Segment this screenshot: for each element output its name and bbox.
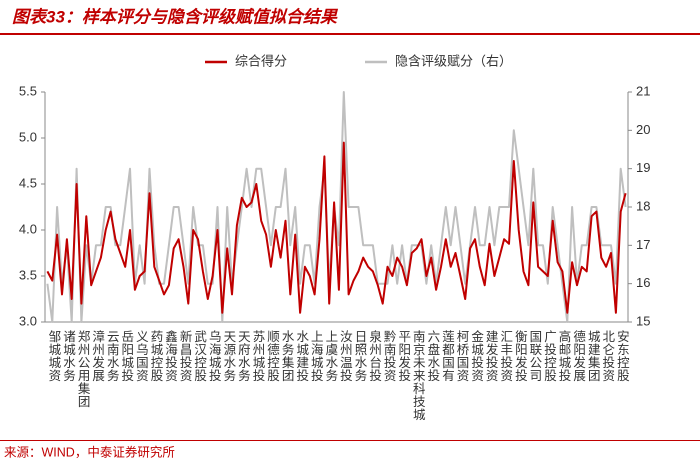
x-tick-label: 上海城投 [309,330,323,382]
x-tick-label: 建发投资 [484,330,498,382]
line-series [46,141,627,314]
x-tick-label: 天源水务 [221,330,235,382]
line-series [46,91,627,323]
x-tick-label: 国联公司 [527,330,541,382]
x-tick-label: 天府水务 [236,330,250,382]
x-tick-label: 日照水务 [353,330,367,382]
x-tick-label: 高邮城投 [557,329,571,382]
x-tick-label: 义乌国资 [134,330,148,382]
y-tick-label: 5.5 [19,83,37,98]
x-tick-label: 金城投资 [469,329,483,382]
x-tick-label: 德阳发展 [571,329,585,382]
x-tick-label: 南京未来科技城 [411,329,425,421]
y2-tick-label: 17 [636,237,650,252]
x-tick-label: 柯桥国资 [455,330,469,382]
x-tick-label: 郑州公用集团 [76,329,90,408]
legend-label: 综合得分 [235,53,287,68]
x-tick-label: 岳阳城投 [119,330,133,382]
x-tick-label: 衡阳发投 [513,330,527,382]
x-tick-label: 顺德控股 [265,330,279,382]
x-tick-label: 上虞水务 [323,330,337,382]
x-tick-label: 药城控股 [148,330,162,382]
x-tick-label: 水务集团 [280,330,294,382]
y2-tick-label: 16 [636,275,650,290]
title-rule [0,33,700,35]
y2-tick-label: 20 [636,122,650,137]
x-tick-label: 苏州城投 [250,329,264,382]
y-tick-label: 5.0 [19,129,37,144]
x-tick-label: 乌海城投 [207,329,221,382]
x-tick-label: 邹城城资 [46,329,60,382]
y2-tick-label: 15 [636,313,650,328]
x-tick-label: 城建集团 [586,330,600,382]
y-tick-label: 4.0 [19,221,37,236]
x-tick-label: 六盘水投 [425,330,439,382]
source-rule [0,440,700,441]
x-tick-label: 水城建投 [294,330,308,382]
x-tick-label: 黔南投资 [382,329,396,382]
x-tick-label: 泉州台投 [367,329,381,382]
x-tick-label: 诸城水务 [61,330,75,382]
legend-label: 隐含评级赋分（右） [395,53,512,68]
x-tick-label: 广投控股 [542,330,556,382]
y-tick-label: 3.0 [19,313,37,328]
x-tick-label: 鑫海投资 [163,329,177,382]
x-tick-label: 漳州发展 [90,329,104,382]
x-tick-label: 汝州温投 [338,330,352,382]
x-tick-label: 云南水务 [105,330,119,382]
chart-title: 图表33：样本评分与隐含评级赋值拟合结果 [12,7,339,26]
x-tick-label: 安东控股 [615,329,629,382]
x-tick-label: 新昌投资 [178,329,192,382]
x-tick-label: 武汉控股 [192,330,206,382]
x-tick-label: 莲都国有 [440,330,454,382]
y2-tick-label: 18 [636,198,650,213]
y2-tick-label: 19 [636,160,650,175]
y-tick-label: 4.5 [19,175,37,190]
x-tick-label: 汇丰投资 [498,330,512,382]
source: 来源：WIND，中泰证券研究所 [4,444,175,459]
x-tick-label: 北仑投资 [600,330,614,382]
x-tick-label: 平阳发投 [396,330,410,382]
y2-tick-label: 21 [636,83,650,98]
y-tick-label: 3.5 [19,267,37,282]
